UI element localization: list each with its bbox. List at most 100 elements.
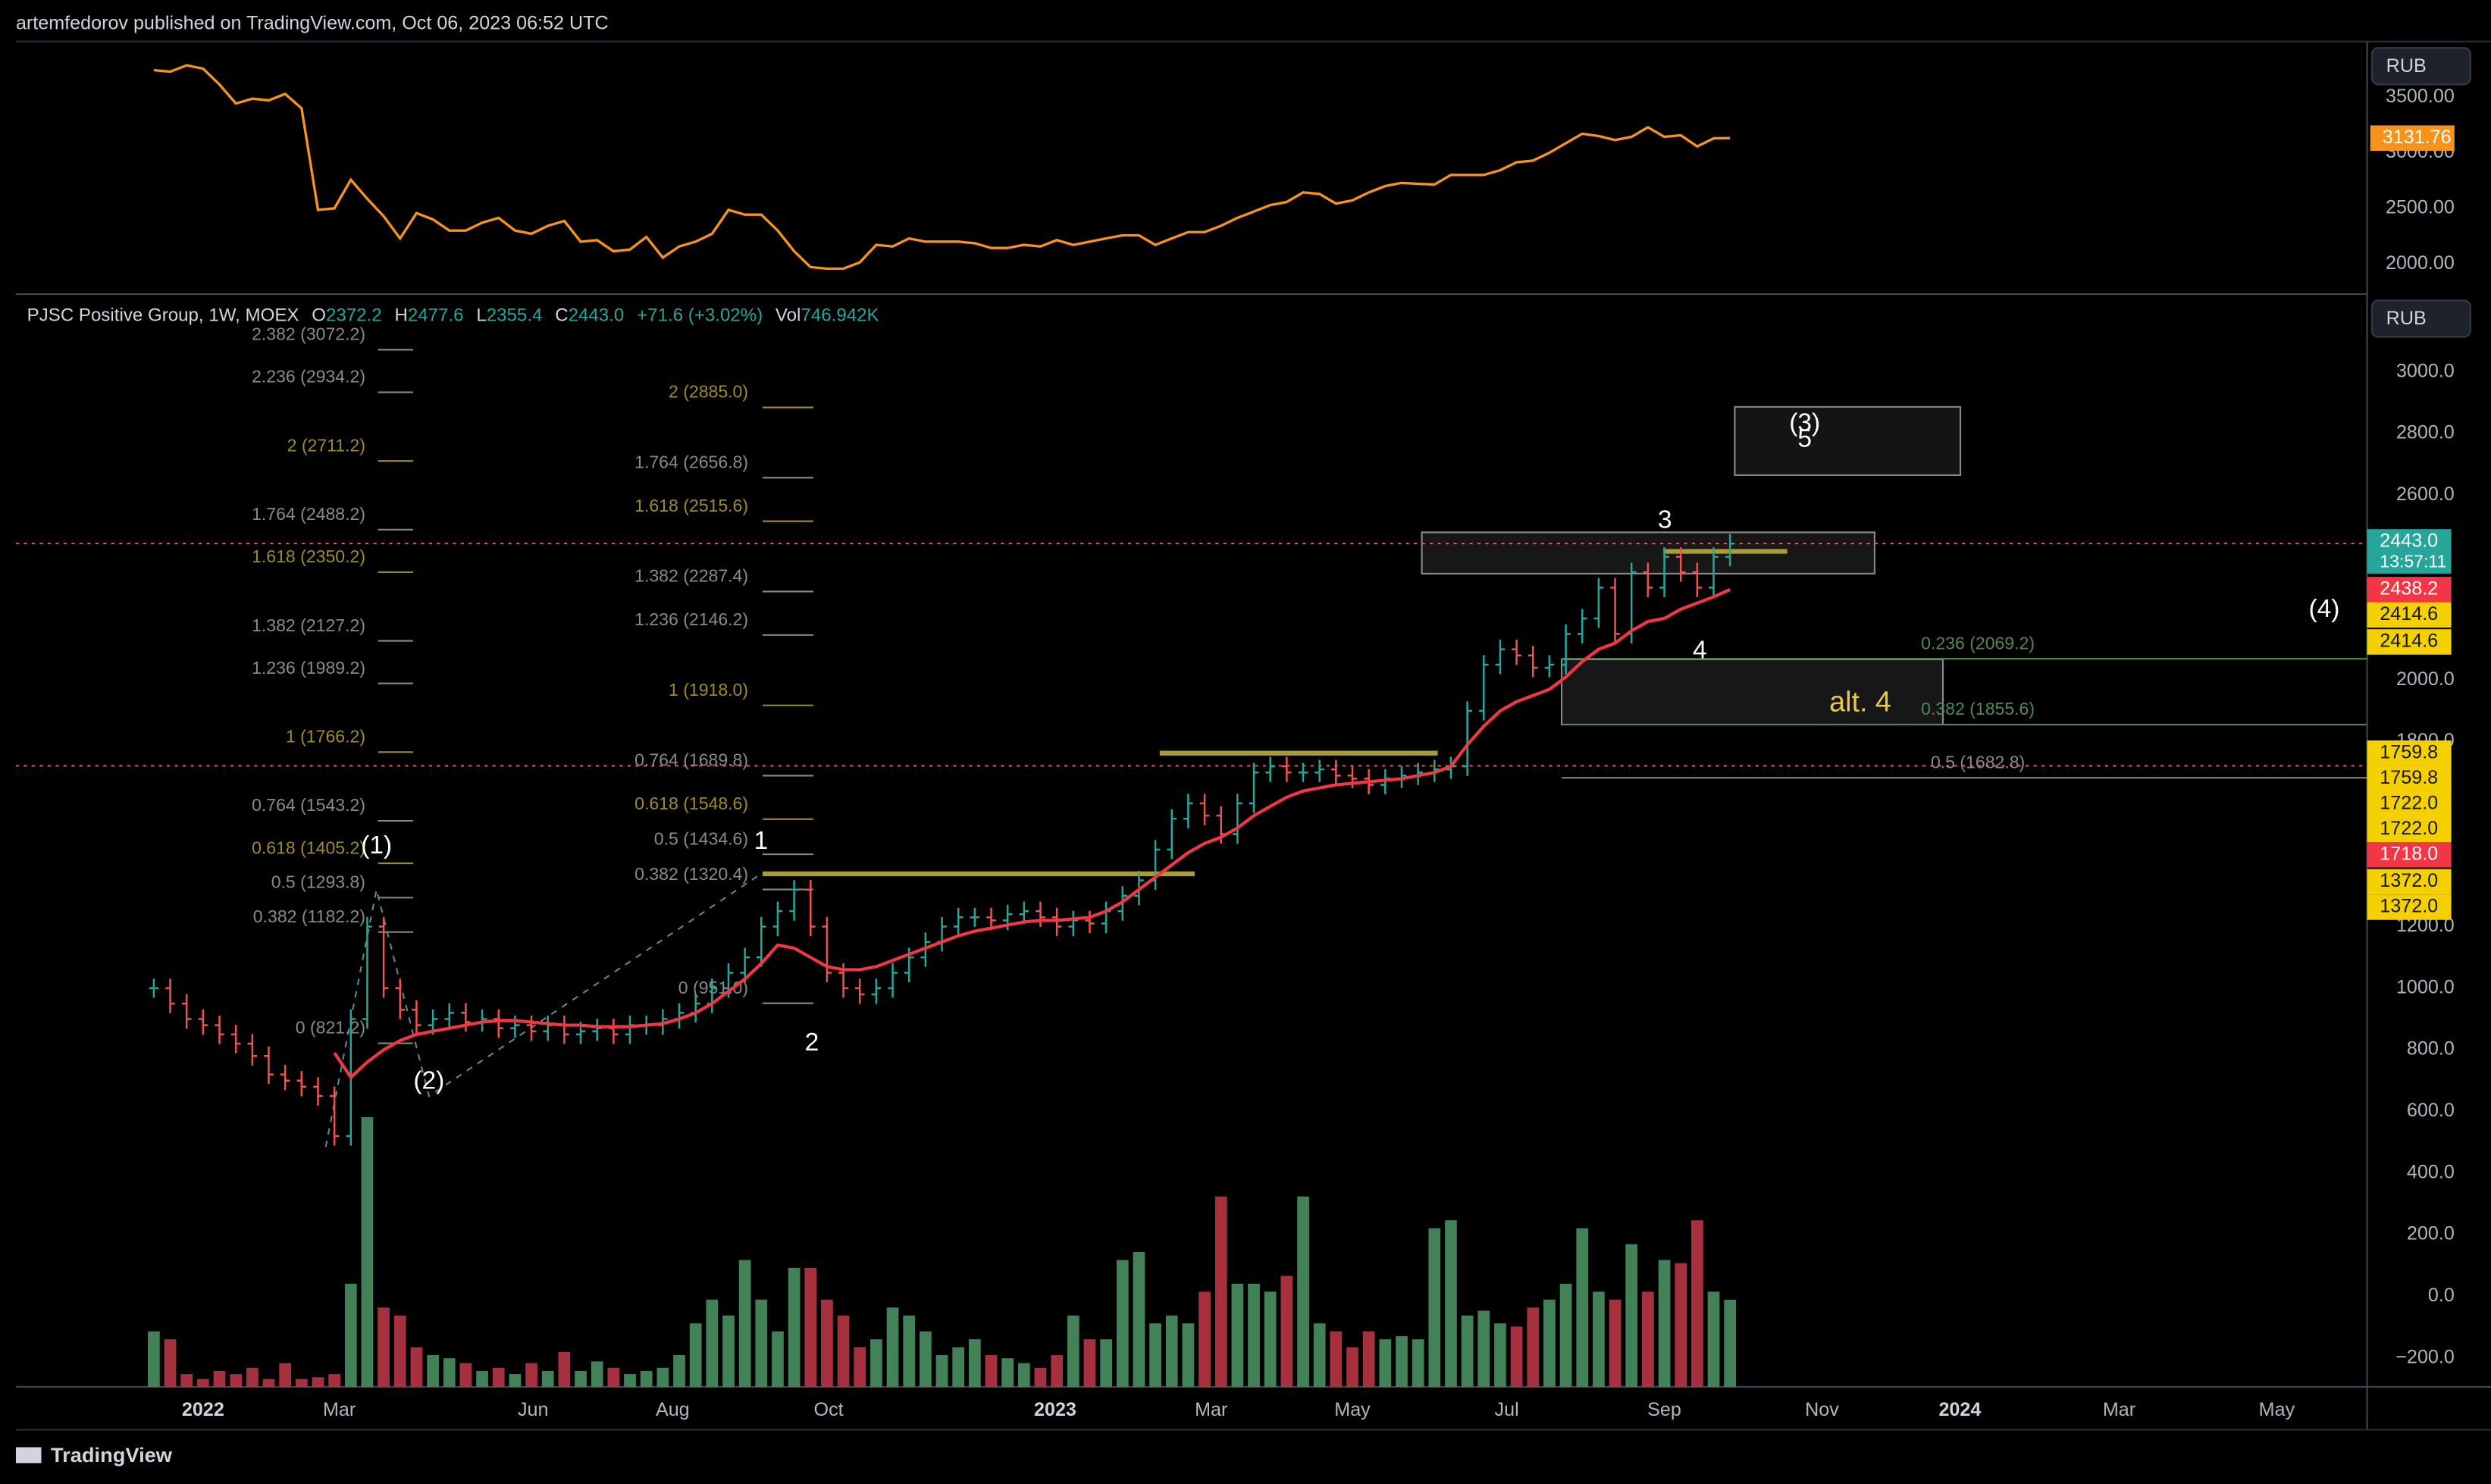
y-tick-label: 3500.00: [2386, 86, 2455, 107]
fib-label: 1.764 (2488.2): [252, 504, 365, 524]
fib-label: 0.618 (1405.2): [252, 837, 365, 857]
volume-bar: [1494, 1323, 1506, 1387]
volume-bar: [1248, 1283, 1260, 1387]
price-bar: [986, 907, 996, 930]
price-bar: [740, 947, 750, 983]
price-bar: [247, 1034, 258, 1066]
volume-bar: [230, 1374, 243, 1387]
volume-bar: [870, 1339, 882, 1387]
volume-bar: [1642, 1291, 1654, 1387]
y-tick-label: 2500.00: [2386, 196, 2455, 218]
volume-bar: [968, 1339, 981, 1387]
price-bar: [444, 1003, 455, 1029]
volume-bar: [492, 1367, 505, 1387]
currency-button[interactable]: RUB: [2370, 299, 2471, 338]
volume-bar: [673, 1354, 685, 1387]
price-bar: [789, 880, 799, 921]
x-tick-label: Aug: [656, 1399, 690, 1420]
button-label[interactable]: RUB: [2386, 308, 2427, 329]
wave-label: 1: [754, 827, 769, 855]
price-tag: [2367, 529, 2452, 574]
price-bar: [756, 916, 766, 967]
price-tag: [2367, 629, 2452, 655]
x-tick-label: May: [1334, 1399, 1371, 1420]
price-bar: [329, 1086, 340, 1146]
currency-button[interactable]: RUB: [2370, 47, 2471, 86]
volume-bar: [1609, 1299, 1622, 1387]
volume-bar: [1445, 1220, 1457, 1387]
price-bar: [1462, 701, 1472, 776]
price-tag: [2367, 894, 2452, 920]
button-bg[interactable]: [2370, 299, 2471, 338]
x-tick-label: Mar: [2103, 1399, 2135, 1420]
price-tag: [2367, 816, 2452, 843]
volume-bar: [1001, 1358, 1014, 1387]
y-tick-label: 2800.0: [2396, 422, 2455, 443]
fib-label: 0.236 (2069.2): [1921, 633, 2035, 653]
index-line: [153, 64, 1731, 271]
price-bar: [970, 907, 980, 927]
volume-bar: [1313, 1323, 1326, 1387]
volume-bar: [197, 1379, 209, 1387]
volume-bar: [1690, 1220, 1703, 1387]
volume-bar: [1330, 1331, 1343, 1387]
fib-label: 1 (1918.0): [669, 680, 748, 700]
fib-label: 1.764 (2656.8): [634, 452, 748, 472]
price-tag-label: 2443.0: [2380, 531, 2438, 552]
price-bar: [1249, 762, 1259, 813]
volume-bar: [1264, 1291, 1277, 1387]
price-bar: [1544, 655, 1555, 678]
volume-bar: [935, 1354, 948, 1387]
price-bar: [526, 1016, 537, 1041]
x-tick-label: Nov: [1805, 1399, 1839, 1420]
fib-label: 1.236 (1989.2): [252, 658, 365, 678]
legend-key: C: [555, 305, 568, 326]
price-bar: [149, 978, 159, 998]
price-bar: [461, 1003, 471, 1032]
symbol-title: PJSC Positive Group, 1W, MOEX: [27, 305, 299, 326]
volume-bar: [164, 1339, 177, 1387]
volume-bar: [772, 1331, 784, 1387]
x-tick-label: Oct: [814, 1399, 844, 1420]
legend-key: H: [394, 305, 407, 326]
price-bar: [1659, 547, 1669, 597]
volume-bar: [837, 1315, 850, 1387]
price-bar: [181, 994, 192, 1029]
price-tag-label: 2414.6: [2380, 631, 2438, 652]
moving-average: [333, 587, 1731, 1080]
volume-bar: [378, 1307, 390, 1387]
y-tick-label: 2000.00: [2386, 252, 2455, 274]
legend-value: 2443.0: [569, 305, 625, 326]
price-bar: [1528, 646, 1538, 678]
volume-bar: [1428, 1228, 1441, 1387]
volume-bar: [410, 1347, 423, 1387]
volume-bar: [1543, 1299, 1556, 1387]
price-bar: [198, 1009, 208, 1035]
x-tick-label: May: [2259, 1399, 2295, 1420]
button-label[interactable]: RUB: [2386, 55, 2427, 77]
volume-bar: [575, 1370, 587, 1387]
price-tag: [2367, 602, 2452, 628]
price-bar: [1495, 640, 1506, 675]
price-bar: [1036, 901, 1045, 927]
fib-label: 1.618 (2350.2): [252, 546, 365, 566]
x-tick-label: 2023: [1034, 1399, 1076, 1420]
price-bar: [280, 1065, 290, 1091]
volume-bar: [1396, 1335, 1408, 1387]
volume-bar: [985, 1354, 998, 1387]
price-bar: [1725, 534, 1735, 567]
wave-label: 2: [805, 1028, 819, 1057]
volume-bar: [1362, 1331, 1375, 1387]
volume-bar: [1149, 1323, 1161, 1387]
legend-key: Vol: [776, 305, 801, 326]
y-tick-label: 200.0: [2407, 1223, 2455, 1244]
wave-label: 4: [1693, 636, 1707, 664]
volume-bar: [1214, 1196, 1227, 1387]
legend-value: 2477.6: [408, 305, 464, 326]
price-bar: [1068, 910, 1079, 937]
last-value-label: 3131.76: [2383, 127, 2452, 148]
price-bar: [230, 1025, 241, 1054]
volume-bar: [1017, 1363, 1030, 1387]
fib-label: 1.236 (2146.2): [634, 609, 748, 629]
button-bg[interactable]: [2370, 47, 2471, 86]
